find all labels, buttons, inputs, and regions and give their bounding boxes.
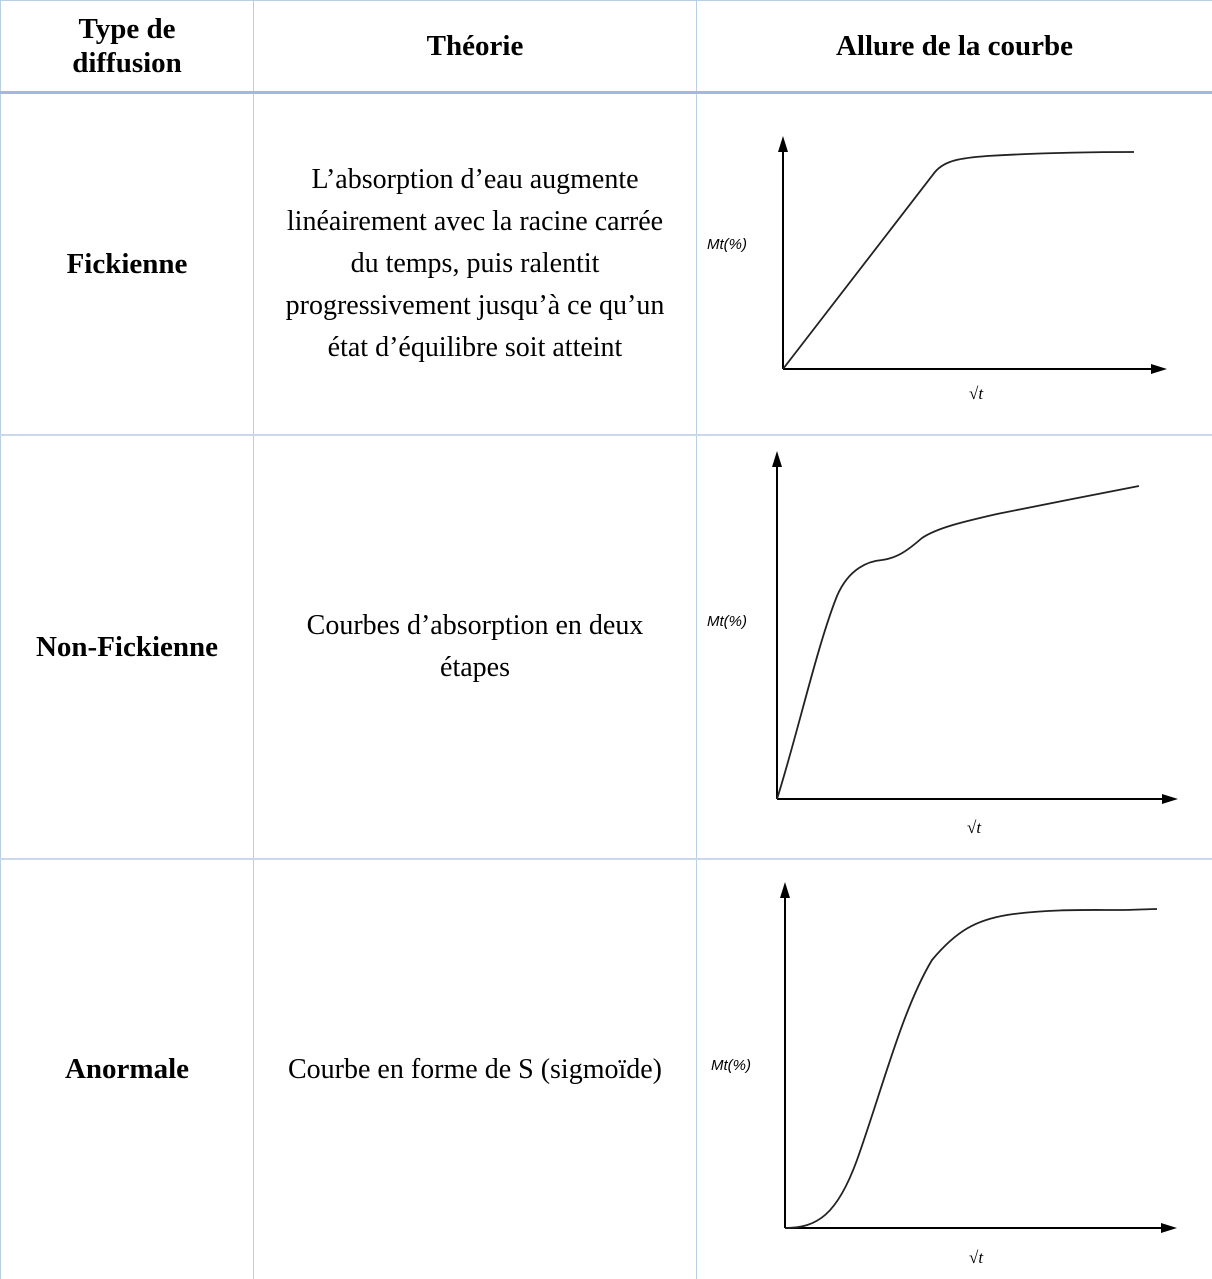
- theory-cell: Courbe en forme de S (sigmoïde): [254, 859, 697, 1279]
- table-row: Fickienne L’absorption d’eau augmente li…: [1, 93, 1212, 436]
- x-axis-label: √t: [967, 818, 982, 837]
- type-cell: Fickienne: [1, 93, 254, 436]
- non-fickian-curve-chart: Mt(%) √t: [697, 436, 1212, 858]
- header-theory: Théorie: [254, 1, 697, 93]
- table-row: Anormale Courbe en forme de S (sigmoïde)…: [1, 859, 1212, 1279]
- y-axis-arrow: [780, 882, 790, 898]
- header-curve: Allure de la courbe: [697, 1, 1212, 93]
- curve-cell: Mt(%) √t: [697, 435, 1212, 859]
- y-axis-label: Mt(%): [707, 236, 747, 253]
- x-axis-arrow: [1151, 364, 1167, 374]
- type-cell: Non-Fickienne: [1, 435, 254, 859]
- x-axis-arrow: [1162, 794, 1178, 804]
- curve-cell: Mt(%) √t: [697, 859, 1212, 1279]
- x-axis-label: √t: [969, 384, 984, 403]
- fickian-curve: [783, 152, 1134, 369]
- non-fickian-curve: [777, 486, 1139, 799]
- header-type: Type de diffusion: [1, 1, 254, 93]
- fickian-curve-chart: Mt(%) √t: [697, 94, 1212, 434]
- x-axis-arrow: [1161, 1223, 1177, 1233]
- type-cell: Anormale: [1, 859, 254, 1279]
- theory-cell: Courbes d’absorption en deux étapes: [254, 435, 697, 859]
- anomalous-s-curve: [785, 909, 1157, 1228]
- y-axis-label: Mt(%): [707, 613, 747, 630]
- y-axis-arrow: [772, 451, 782, 467]
- table-row: Non-Fickienne Courbes d’absorption en de…: [1, 435, 1212, 859]
- curve-cell: Mt(%) √t: [697, 93, 1212, 436]
- anomalous-curve-chart: Mt(%) √t: [697, 860, 1212, 1279]
- y-axis-label: Mt(%): [711, 1057, 751, 1074]
- theory-cell: L’absorption d’eau augmente linéairement…: [254, 93, 697, 436]
- header-row: Type de diffusion Théorie Allure de la c…: [1, 1, 1212, 93]
- x-axis-label: √t: [969, 1248, 984, 1267]
- y-axis-arrow: [778, 136, 788, 152]
